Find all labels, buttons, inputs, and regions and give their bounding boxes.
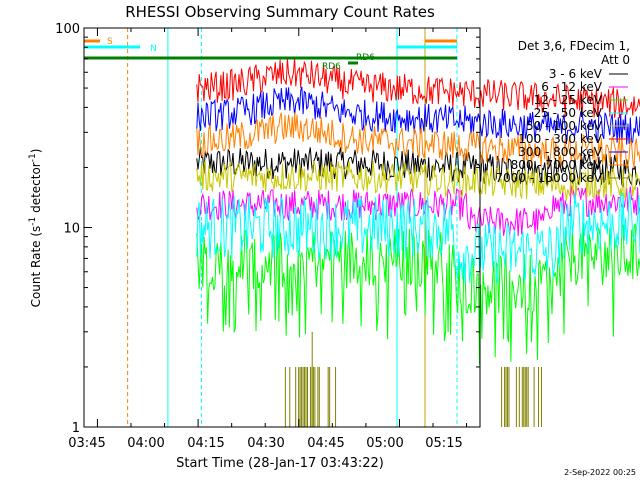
chart-title: RHESSI Observing Summary Count Rates: [125, 3, 435, 21]
x-tick-label: 04:30: [247, 436, 284, 451]
series-line-5: [196, 57, 640, 119]
legend-label: 100 - 300 keV: [518, 132, 602, 146]
legend-header-line: Att 0: [601, 53, 630, 67]
x-axis-label: Start Time (28-Jan-17 03:43:22): [176, 456, 384, 471]
x-tick-label: 03:45: [68, 436, 105, 451]
annotation-label: N: [150, 44, 157, 54]
series-spikes-8: [284, 331, 542, 427]
series-line-2: [196, 223, 640, 365]
legend-label: 800 - 7000 keV: [511, 158, 603, 172]
legend-label: 25 - 50 keV: [534, 106, 603, 120]
annotation-label: S: [107, 37, 113, 47]
y-axis-label-close: ): [29, 149, 43, 154]
x-tick-label: 05:15: [425, 436, 462, 451]
y-tick-label: 1: [72, 421, 80, 436]
y-tick-label: 10: [63, 222, 80, 237]
series-line-6: [196, 86, 640, 146]
annotation-label: RD6: [356, 53, 375, 63]
y-axis-label-sup: -1: [28, 217, 38, 226]
y-axis-label-part: Count Rate (s: [29, 226, 43, 308]
x-tick-label: 05:00: [366, 436, 403, 451]
x-tick-label: 04:15: [187, 436, 224, 451]
series-line-7: [196, 112, 640, 168]
plot-area: S N RD6 RD6: [84, 28, 640, 427]
series-line-0: [196, 147, 640, 188]
legend-label: 7000 - 15000 keV: [495, 171, 602, 185]
legend-label: 6 - 12 keV: [541, 80, 603, 94]
footer-date: 2-Sep-2022 00:25: [564, 468, 636, 477]
svg-text:Count Rate (s-1 detector-1): Count Rate (s-1 detector-1): [28, 149, 43, 308]
axes: 100 10 103:45 04:00 04:15 04:30 04:45 05:00 05:1…: [55, 22, 481, 451]
y-axis-label-sup: -1: [28, 153, 38, 162]
legend-label: 300 - 800 keV: [518, 145, 602, 159]
legend-label: 50 - 100 keV: [526, 119, 603, 133]
y-axis-label-tail: detector: [29, 162, 43, 217]
series-line-3: [196, 191, 640, 284]
annotation-label: RD6: [322, 62, 341, 72]
x-tick-label: 04:45: [307, 436, 344, 451]
legend-label: 3 - 6 keV: [549, 67, 603, 81]
y-axis-label: Count Rate (s-1 detector-1): [28, 149, 43, 308]
y-tick-label: 100: [55, 22, 80, 37]
legend-header-line: Det 3,6, FDecim 1,: [518, 39, 630, 53]
legend-label: 12 - 25 keV: [534, 93, 603, 107]
x-tick-label: 04:00: [127, 436, 164, 451]
series-line-4: [196, 160, 640, 201]
